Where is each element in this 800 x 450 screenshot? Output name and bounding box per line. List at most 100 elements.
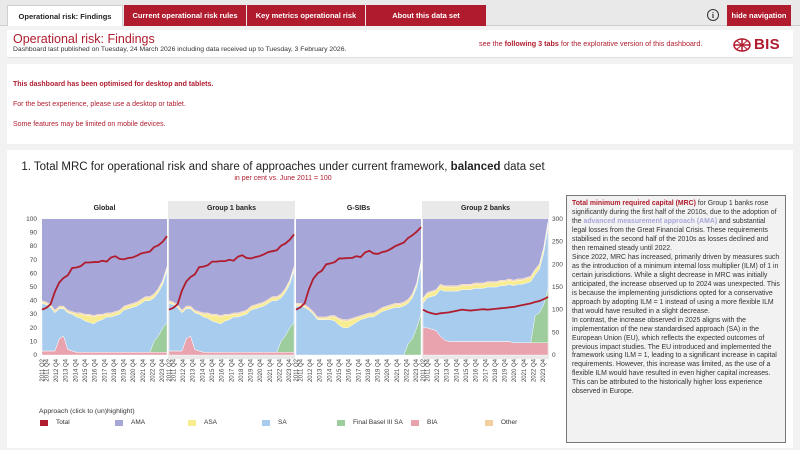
x-tick-panel-1-6: 2016 Q4 [220, 358, 226, 382]
legend-label-other: Other [501, 419, 518, 426]
area-other-panel-0 [41, 266, 168, 318]
legend-swatch-total [40, 419, 48, 426]
chart-panel: 1. Total MRC for operational risk and sh… [7, 150, 793, 448]
description-box: Total minimum required capital (MRC) for… [566, 195, 786, 443]
x-tick-panel-3-4: 2014 Q4 [454, 358, 460, 382]
tab-current-rules[interactable]: Current operational risk rules [124, 5, 246, 26]
y-left-tick-5: 50 [30, 284, 38, 291]
hide-navigation-button[interactable]: hide navigation [727, 5, 791, 26]
x-tick-panel-1-0: 2011 Q2 [167, 358, 173, 381]
x-tick-panel-2-7: 2017 Q4 [356, 358, 362, 382]
x-tick-panel-1-12: 2022 Q4 [278, 358, 284, 382]
tabs-note-prefix: see the [479, 39, 505, 48]
x-tick-panel-3-9: 2019 Q4 [503, 358, 509, 382]
bis-logo-text: BIS [754, 36, 780, 53]
tabs-note-link[interactable]: following 3 tabs [504, 39, 559, 48]
legend-label-total: Total [56, 419, 70, 426]
y-left-tick-8: 80 [30, 243, 38, 250]
legend-title: Approach (click to (un)highlight) [39, 408, 135, 415]
x-tick-panel-3-6: 2016 Q4 [474, 358, 480, 382]
info-icon[interactable]: i [707, 9, 719, 21]
legend-swatch-other [485, 419, 493, 426]
notice-line-3: Some features may be limited on mobile d… [13, 121, 166, 128]
chart-title-prefix: 1. Total MRC for operational risk and sh… [21, 161, 451, 173]
y-right-tick-5: 250 [552, 239, 563, 246]
panel-title-1: Group 1 banks [207, 205, 256, 212]
legend-swatch-sa [262, 419, 270, 426]
x-tick-panel-2-13: 2023 Q4 [414, 358, 420, 382]
legend-label-sa: SA [278, 419, 287, 426]
line-total-panel-1 [168, 233, 295, 311]
bis-logo: BIS [733, 36, 780, 53]
tab-about-data-set[interactable]: About this data set [366, 5, 486, 26]
y-right-tick-0: 0 [552, 352, 556, 359]
x-tick-panel-3-10: 2020 Q4 [512, 358, 518, 382]
panel-title-2: G-SIBs [347, 205, 370, 212]
x-tick-panel-0-2: 2012 Q4 [54, 358, 60, 382]
description-p3: In contrast, the increase observed in 20… [572, 316, 777, 396]
description-mrc-term: Total minimum required capital (MRC) [572, 200, 696, 207]
x-tick-panel-3-3: 2013 Q4 [445, 358, 451, 382]
x-tick-panel-3-12: 2022 Q4 [532, 358, 538, 382]
description-p1-end: and substantial legal losses from the Gr… [572, 217, 769, 252]
y-right-tick-1: 50 [552, 329, 560, 336]
page-subtitle: Dashboard last published on Tuesday, 24 … [13, 46, 347, 53]
tab-findings[interactable]: Operational risk: Findings [7, 5, 123, 26]
x-tick-panel-1-8: 2018 Q4 [239, 358, 245, 382]
x-tick-panel-3-2: 2012 Q4 [435, 358, 441, 382]
x-tick-panel-2-9: 2019 Q4 [376, 358, 382, 382]
x-tick-panel-2-5: 2015 Q4 [337, 358, 343, 382]
legend-total[interactable]: Total [40, 419, 70, 426]
panel-title-3: Group 2 banks [461, 205, 510, 212]
x-tick-panel-1-10: 2020 Q4 [258, 358, 264, 382]
x-tick-panel-3-11: 2021 Q4 [522, 358, 528, 382]
notice-line-1: This dashboard has been optimised for de… [13, 81, 214, 88]
x-tick-panel-1-9: 2019 Q4 [249, 358, 255, 382]
area-other-panel-3 [422, 221, 549, 300]
area-other-panel-1 [168, 266, 295, 318]
x-tick-panel-1-2: 2012 Q4 [181, 358, 187, 382]
x-tick-panel-2-4: 2014 Q4 [327, 358, 333, 382]
y-left-tick-3: 30 [30, 311, 38, 318]
x-tick-panel-2-11: 2021 Q4 [395, 358, 401, 382]
x-tick-panel-1-7: 2017 Q4 [229, 358, 235, 382]
legend-swatch-bia [411, 419, 419, 426]
legend-other[interactable]: Other [485, 419, 517, 426]
chart-title: 1. Total MRC for operational risk and sh… [7, 161, 559, 173]
x-tick-panel-2-12: 2022 Q4 [405, 358, 411, 382]
chart-title-suffix: data set [500, 161, 545, 173]
x-tick-panel-1-13: 2023 Q4 [287, 358, 293, 382]
legend-asa[interactable]: ASA [188, 419, 217, 426]
y-left-tick-2: 20 [30, 325, 38, 332]
x-tick-panel-0-8: 2018 Q4 [112, 358, 118, 382]
legend-label-ama: AMA [131, 419, 146, 426]
panel-title-0: Global [94, 205, 116, 212]
x-tick-panel-1-11: 2021 Q4 [268, 358, 274, 382]
page-header: Operational risk: Findings Dashboard las… [7, 30, 793, 58]
x-tick-panel-3-8: 2018 Q4 [493, 358, 499, 382]
explorative-tabs-note: see the following 3 tabs for the explora… [479, 39, 702, 48]
y-left-tick-10: 100 [26, 216, 37, 223]
x-tick-panel-1-1: 2011 Q4 [171, 358, 177, 381]
x-tick-panel-2-0: 2011 Q2 [294, 358, 300, 381]
x-tick-panel-1-4: 2014 Q4 [200, 358, 206, 382]
y-left-tick-6: 60 [30, 270, 38, 277]
legend-swatch-final-basel-iii-sa [337, 419, 345, 426]
legend-label-bia: BIA [427, 419, 438, 426]
tab-key-metrics[interactable]: Key metrics operational risk [247, 5, 365, 26]
x-tick-panel-2-2: 2012 Q4 [308, 358, 314, 382]
x-tick-panel-3-7: 2017 Q4 [483, 358, 489, 382]
legend-sa[interactable]: SA [262, 419, 287, 426]
y-left-tick-0: 0 [33, 352, 37, 359]
x-tick-panel-0-6: 2016 Q4 [93, 358, 99, 382]
y-left-tick-4: 40 [30, 298, 38, 305]
y-right-tick-4: 200 [552, 261, 563, 268]
line-total-panel-3 [422, 296, 549, 316]
legend-bia[interactable]: BIA [411, 419, 437, 426]
x-tick-panel-2-8: 2018 Q4 [366, 358, 372, 382]
x-tick-panel-3-13: 2023 Q4 [541, 358, 547, 382]
legend-ama[interactable]: AMA [115, 419, 145, 426]
legend-final-basel-iii-sa[interactable]: Final Basel III SA [337, 419, 403, 426]
chart-area: Global Group 1 banks G-SIBs Group 2 banks 0 1… [26, 201, 563, 382]
x-tick-panel-1-5: 2015 Q4 [210, 358, 216, 382]
